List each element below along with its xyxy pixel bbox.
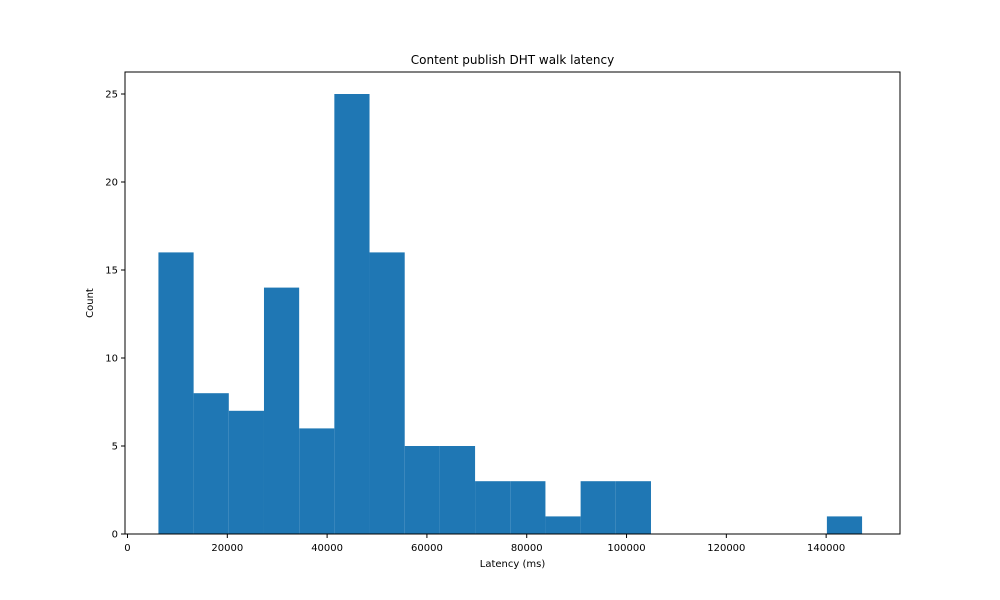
x-tick-label: 120000	[707, 543, 745, 554]
histogram-bar	[228, 410, 264, 534]
histogram-bar	[545, 516, 581, 534]
y-tick-label: 25	[105, 90, 118, 101]
histogram-bar	[580, 481, 616, 534]
histogram-bar	[826, 516, 863, 534]
y-tick-label: 10	[105, 354, 118, 365]
histogram-bar	[299, 428, 335, 534]
histogram-bar	[404, 446, 440, 534]
histogram-bar	[615, 481, 651, 534]
histogram-bar	[263, 287, 300, 534]
x-tick-label: 0	[124, 543, 130, 554]
chart-title: Content publish DHT walk latency	[411, 53, 614, 67]
y-tick-label: 20	[105, 178, 118, 189]
plot-frame	[124, 71, 901, 535]
x-tick-label: 20000	[211, 543, 243, 554]
x-tick-label: 140000	[807, 543, 845, 554]
histogram-bar	[510, 481, 546, 534]
histogram-bar	[475, 481, 511, 534]
histogram-bar	[158, 252, 194, 534]
histogram-bar	[193, 393, 229, 534]
y-tick-label: 15	[105, 266, 118, 277]
histogram-bar	[369, 252, 405, 534]
y-axis-label: Count	[85, 288, 96, 318]
x-axis-label: Latency (ms)	[480, 559, 546, 570]
y-tick-label: 5	[112, 442, 118, 453]
x-tick-label: 100000	[607, 543, 645, 554]
histogram-bar	[334, 94, 370, 534]
histogram-bars	[158, 94, 863, 534]
x-axis-ticks: 0 20000 40000 60000 80000 100000 120000 140000	[124, 534, 845, 554]
y-axis-ticks: 0 5 10 15 20 25	[105, 90, 125, 541]
x-tick-label: 40000	[311, 543, 343, 554]
x-tick-label: 80000	[511, 543, 543, 554]
histogram-bar	[439, 446, 476, 534]
y-tick-label: 0	[112, 530, 118, 541]
x-tick-label: 60000	[411, 543, 443, 554]
